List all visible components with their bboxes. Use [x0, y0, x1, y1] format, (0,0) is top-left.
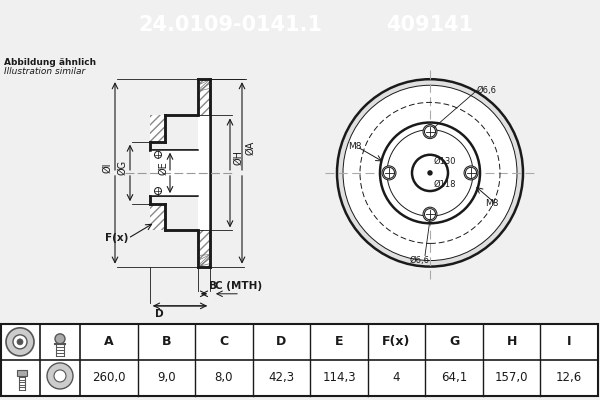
Text: 24.0109-0141.1: 24.0109-0141.1 — [138, 15, 322, 35]
Text: ØI: ØI — [102, 163, 112, 173]
Text: Ø6,6: Ø6,6 — [477, 86, 497, 95]
Bar — [150, 150, 198, 196]
Circle shape — [343, 85, 517, 260]
Text: M8: M8 — [485, 199, 499, 208]
Text: Abbildung ähnlich: Abbildung ähnlich — [4, 58, 96, 67]
Text: ØH: ØH — [233, 150, 243, 165]
Bar — [198, 116, 210, 230]
Text: C: C — [220, 335, 229, 348]
Text: G: G — [449, 335, 459, 348]
Circle shape — [55, 334, 65, 344]
Text: H: H — [506, 335, 517, 348]
Text: B: B — [209, 281, 217, 291]
Text: 4: 4 — [393, 372, 400, 384]
Text: Ø6,6: Ø6,6 — [410, 256, 430, 264]
Circle shape — [466, 167, 476, 178]
Bar — [150, 116, 165, 142]
Circle shape — [382, 166, 396, 180]
Circle shape — [337, 79, 523, 266]
Text: F(x): F(x) — [382, 335, 411, 348]
Text: D: D — [277, 335, 287, 348]
Circle shape — [425, 126, 436, 137]
Circle shape — [428, 171, 432, 175]
Text: A: A — [104, 335, 113, 348]
Circle shape — [425, 209, 436, 220]
Text: 42,3: 42,3 — [268, 372, 295, 384]
Text: C (MTH): C (MTH) — [215, 281, 262, 291]
Circle shape — [17, 339, 23, 345]
Text: E: E — [335, 335, 343, 348]
Text: M8: M8 — [348, 142, 361, 151]
Bar — [17, 370, 27, 376]
Circle shape — [423, 207, 437, 221]
Text: ØG: ØG — [117, 160, 127, 176]
Text: 409141: 409141 — [386, 15, 473, 35]
Text: F(x): F(x) — [105, 233, 128, 243]
Text: B: B — [161, 335, 171, 348]
Circle shape — [155, 151, 161, 158]
Text: ØE: ØE — [158, 161, 168, 175]
Text: 64,1: 64,1 — [441, 372, 467, 384]
Text: I: I — [567, 335, 571, 348]
Circle shape — [54, 370, 66, 382]
Text: ØA: ØA — [245, 140, 255, 155]
Circle shape — [155, 188, 161, 194]
Bar — [198, 79, 210, 116]
Text: 9,0: 9,0 — [157, 372, 176, 384]
Circle shape — [383, 167, 395, 178]
Circle shape — [13, 335, 27, 349]
Text: 12,6: 12,6 — [556, 372, 583, 384]
Bar — [198, 230, 210, 266]
Circle shape — [412, 155, 448, 191]
Text: 114,3: 114,3 — [322, 372, 356, 384]
Text: Ø130: Ø130 — [434, 157, 457, 166]
Circle shape — [423, 124, 437, 139]
Circle shape — [380, 122, 480, 223]
Circle shape — [47, 363, 73, 389]
Text: Ø118: Ø118 — [434, 180, 457, 189]
Text: 157,0: 157,0 — [495, 372, 529, 384]
Text: 8,0: 8,0 — [215, 372, 233, 384]
Circle shape — [6, 328, 34, 356]
Text: 260,0: 260,0 — [92, 372, 125, 384]
Bar — [150, 204, 165, 230]
Text: Illustration similar: Illustration similar — [4, 67, 85, 76]
Circle shape — [464, 166, 478, 180]
Text: D: D — [155, 309, 164, 319]
